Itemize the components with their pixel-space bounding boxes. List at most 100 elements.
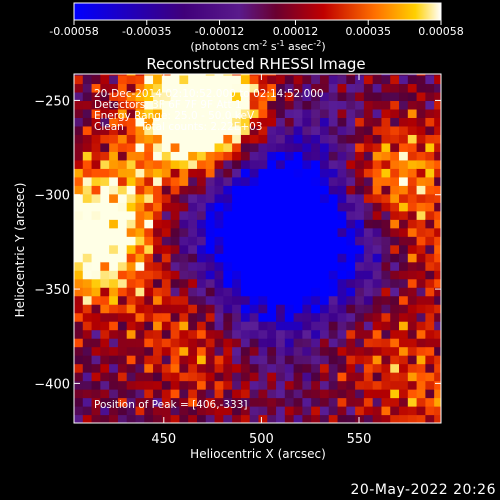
heatmap-pixel <box>91 108 101 118</box>
heatmap-pixel <box>267 193 277 203</box>
heatmap-pixel <box>381 414 391 423</box>
heatmap-pixel <box>82 125 93 135</box>
heatmap-pixel <box>328 312 339 322</box>
heatmap-pixel <box>355 117 365 127</box>
heatmap-pixel <box>267 338 277 348</box>
heatmap-pixel <box>416 397 426 407</box>
heatmap-pixel <box>74 397 84 407</box>
heatmap-pixel <box>390 83 400 93</box>
heatmap-pixel <box>311 83 321 93</box>
heatmap-pixel <box>381 270 391 280</box>
heatmap-pixel <box>346 346 356 356</box>
heatmap-pixel <box>311 278 321 288</box>
heatmap-pixel <box>337 261 347 271</box>
heatmap-pixel <box>293 321 303 331</box>
heatmap-pixel <box>258 355 268 365</box>
heatmap-pixel <box>434 91 441 102</box>
heatmap-pixel <box>240 312 251 322</box>
heatmap-pixel <box>135 236 145 246</box>
heatmap-pixel <box>284 346 295 356</box>
heatmap-pixel <box>126 261 137 271</box>
heatmap-pixel <box>416 117 426 127</box>
heatmap-pixel <box>109 406 119 416</box>
heatmap-pixel <box>284 329 295 339</box>
heatmap-pixel <box>381 159 391 169</box>
heatmap-pixel <box>302 363 312 373</box>
heatmap-pixel <box>284 304 295 314</box>
heatmap-pixel <box>372 253 383 263</box>
heatmap-pixel <box>311 236 321 246</box>
heatmap-pixel <box>267 363 277 373</box>
heatmap-pixel <box>249 227 260 237</box>
heatmap-pixel <box>161 168 172 178</box>
heatmap-pixel <box>153 287 163 297</box>
heatmap-pixel <box>144 185 154 195</box>
heatmap-pixel <box>302 159 312 169</box>
heatmap-pixel <box>135 227 145 237</box>
heatmap-pixel <box>205 372 216 382</box>
heatmap-pixel <box>284 406 295 416</box>
heatmap-pixel <box>240 304 251 314</box>
heatmap-pixel <box>276 261 286 271</box>
heatmap-pixel <box>337 236 347 246</box>
heatmap-pixel <box>346 321 356 331</box>
heatmap-pixel <box>153 270 163 280</box>
heatmap-pixel <box>91 312 101 322</box>
heatmap-pixel <box>117 83 128 93</box>
heatmap-pixel <box>434 117 441 127</box>
heatmap-pixel <box>223 74 233 76</box>
heatmap-pixel <box>205 380 216 390</box>
heatmap-pixel <box>91 91 101 102</box>
heatmap-pixel <box>293 287 303 297</box>
heatmap-pixel <box>100 380 110 390</box>
heatmap-pixel <box>425 168 435 178</box>
heatmap-pixel <box>153 74 163 76</box>
heatmap-pixel <box>135 151 145 161</box>
heatmap-pixel <box>434 100 441 110</box>
heatmap-pixel <box>416 100 426 110</box>
heatmap-pixel <box>82 389 93 399</box>
heatmap-pixel <box>293 406 303 416</box>
heatmap-pixel <box>276 100 286 110</box>
heatmap-pixel <box>258 117 268 127</box>
heatmap-pixel <box>302 202 312 212</box>
heatmap-pixel <box>319 380 330 390</box>
heatmap-pixel <box>346 91 356 102</box>
heatmap-pixel <box>161 312 172 322</box>
heatmap-pixel <box>100 83 110 93</box>
heatmap-pixel <box>188 321 198 331</box>
heatmap-pixel <box>337 134 347 144</box>
heatmap-pixel <box>416 270 426 280</box>
heatmap-pixel <box>179 219 189 229</box>
heatmap-pixel <box>284 74 295 85</box>
heatmap-pixel <box>311 117 321 127</box>
heatmap-pixel <box>311 253 321 263</box>
heatmap-pixel <box>126 227 137 237</box>
heatmap-pixel <box>91 151 101 161</box>
heatmap-pixel <box>407 83 418 93</box>
heatmap-pixel <box>117 355 128 365</box>
heatmap-pixel <box>372 244 383 254</box>
heatmap-pixel <box>74 125 84 135</box>
heatmap-pixel <box>407 219 418 229</box>
heatmap-pixel <box>179 372 189 382</box>
heatmap-pixel <box>355 176 365 186</box>
heatmap-pixel <box>381 304 391 314</box>
heatmap-pixel <box>328 193 339 203</box>
heatmap-pixel <box>249 210 260 220</box>
heatmap-pixel <box>416 151 426 161</box>
heatmap-pixel <box>416 363 426 373</box>
heatmap-pixel <box>346 202 356 212</box>
heatmap-pixel <box>302 108 312 118</box>
heatmap-pixel <box>434 406 441 416</box>
heatmap-pixel <box>223 236 233 246</box>
heatmap-pixel <box>74 219 84 229</box>
heatmap-pixel <box>109 108 119 118</box>
heatmap-pixel <box>434 346 441 356</box>
heatmap-pixel <box>74 363 84 373</box>
heatmap-pixel <box>390 91 400 102</box>
heatmap-pixel <box>135 372 145 382</box>
heatmap-pixel <box>407 244 418 254</box>
heatmap-pixel <box>240 261 251 271</box>
heatmap-pixel <box>425 74 435 76</box>
